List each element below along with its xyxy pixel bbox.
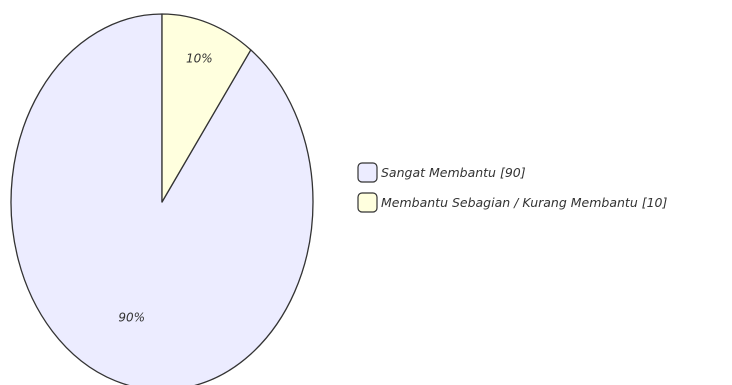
pie-slice-label-1: 90% [118,311,145,325]
pie-slice-label-2: 10% [186,52,213,66]
legend-swatch-1 [357,162,378,183]
legend-swatch-2 [357,192,378,213]
legend: Sangat Membantu [90] Membantu Sebagian / … [357,162,667,213]
legend-label-1: Sangat Membantu [90] [381,165,526,180]
pie-slices [10,13,314,385]
pie-slice-labels: 90% 10% [118,52,212,325]
pie-slice-2 [161,13,252,203]
legend-label-2: Membantu Sebagian / Kurang Membantu [10] [381,195,667,210]
